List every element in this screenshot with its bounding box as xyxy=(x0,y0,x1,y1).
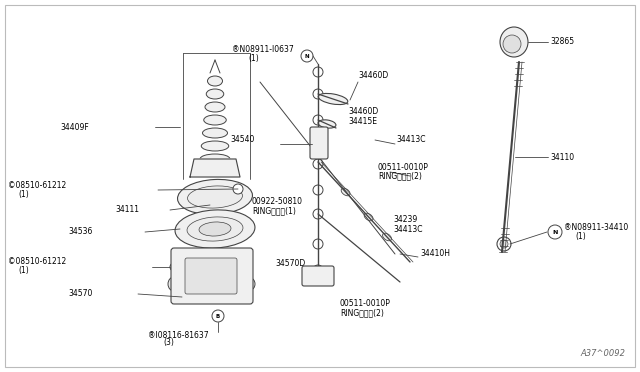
Text: 34410H: 34410H xyxy=(420,250,450,259)
Text: 34239: 34239 xyxy=(393,215,417,224)
Text: (3): (3) xyxy=(163,339,174,347)
Text: N: N xyxy=(552,230,557,234)
Circle shape xyxy=(233,184,243,194)
Text: 00511-0010P: 00511-0010P xyxy=(378,163,429,171)
Ellipse shape xyxy=(341,188,350,196)
Circle shape xyxy=(313,265,323,275)
Ellipse shape xyxy=(187,217,243,241)
Text: ©08510-61212: ©08510-61212 xyxy=(8,180,67,189)
Ellipse shape xyxy=(199,222,231,236)
Ellipse shape xyxy=(503,35,521,53)
Text: 34460D: 34460D xyxy=(348,108,378,116)
Text: A37^0092: A37^0092 xyxy=(580,350,625,359)
Text: (1): (1) xyxy=(18,189,29,199)
Circle shape xyxy=(212,310,224,322)
Text: ®I08116-81637: ®I08116-81637 xyxy=(148,330,209,340)
Ellipse shape xyxy=(318,120,336,128)
Ellipse shape xyxy=(205,102,225,112)
Text: (1): (1) xyxy=(575,231,586,241)
Ellipse shape xyxy=(204,115,227,125)
Ellipse shape xyxy=(318,93,348,105)
Text: B: B xyxy=(216,314,220,318)
Text: 34570D: 34570D xyxy=(275,260,305,269)
Text: 32865: 32865 xyxy=(550,38,574,46)
FancyBboxPatch shape xyxy=(171,248,253,304)
Ellipse shape xyxy=(168,277,180,291)
Text: N: N xyxy=(305,54,309,58)
Text: RINGリング(2): RINGリング(2) xyxy=(378,171,422,180)
Ellipse shape xyxy=(202,128,227,138)
Text: RINGリング(2): RINGリング(2) xyxy=(340,308,384,317)
Circle shape xyxy=(313,115,323,125)
FancyBboxPatch shape xyxy=(310,127,328,159)
Circle shape xyxy=(301,50,313,62)
Text: 34409F: 34409F xyxy=(60,122,89,131)
FancyBboxPatch shape xyxy=(302,266,334,286)
Text: 00922-50810: 00922-50810 xyxy=(252,198,303,206)
Ellipse shape xyxy=(175,210,255,248)
Circle shape xyxy=(313,159,323,169)
Ellipse shape xyxy=(245,278,255,290)
Text: 34111: 34111 xyxy=(115,205,139,215)
Circle shape xyxy=(313,239,323,249)
Text: 34536: 34536 xyxy=(68,228,92,237)
Text: 34460D: 34460D xyxy=(358,71,388,80)
Ellipse shape xyxy=(201,141,228,151)
Circle shape xyxy=(170,263,178,271)
Text: ©08510-61212: ©08510-61212 xyxy=(8,257,67,266)
Polygon shape xyxy=(190,159,240,177)
Circle shape xyxy=(313,185,323,195)
Text: 34540: 34540 xyxy=(230,135,255,144)
Text: 34413C: 34413C xyxy=(396,135,426,144)
Ellipse shape xyxy=(364,213,373,221)
Text: ®N08911-34410: ®N08911-34410 xyxy=(564,222,628,231)
Text: 00511-0010P: 00511-0010P xyxy=(340,299,391,308)
Text: 34415E: 34415E xyxy=(348,118,377,126)
Circle shape xyxy=(497,237,511,251)
Text: 34110: 34110 xyxy=(550,153,574,161)
Ellipse shape xyxy=(188,186,243,208)
Ellipse shape xyxy=(206,89,224,99)
Circle shape xyxy=(313,89,323,99)
Circle shape xyxy=(313,137,323,147)
Ellipse shape xyxy=(500,27,528,57)
Ellipse shape xyxy=(383,233,392,241)
Text: 34570: 34570 xyxy=(68,289,92,298)
Ellipse shape xyxy=(200,154,230,164)
Text: (1): (1) xyxy=(18,266,29,276)
Ellipse shape xyxy=(207,76,223,86)
Text: 34413C: 34413C xyxy=(393,224,422,234)
Text: (1): (1) xyxy=(248,55,259,64)
Circle shape xyxy=(500,240,508,248)
FancyBboxPatch shape xyxy=(185,258,237,294)
Ellipse shape xyxy=(177,179,252,215)
Text: ®N08911-I0637: ®N08911-I0637 xyxy=(232,45,294,55)
Circle shape xyxy=(313,67,323,77)
Text: RINGリング(1): RINGリング(1) xyxy=(252,206,296,215)
Circle shape xyxy=(548,225,562,239)
Circle shape xyxy=(313,209,323,219)
